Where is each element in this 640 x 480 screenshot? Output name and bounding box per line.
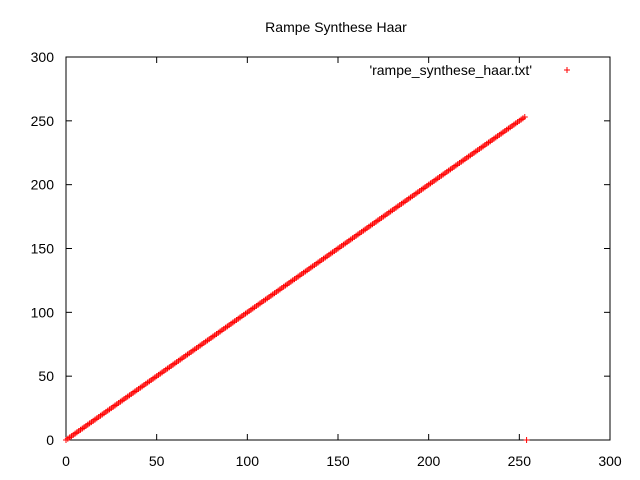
y-tick-label: 150 bbox=[31, 241, 55, 257]
data-point bbox=[521, 114, 528, 121]
x-tick-label: 300 bbox=[598, 453, 622, 469]
y-axis: 0 50 100 150 200 250 300 bbox=[31, 49, 610, 448]
legend-label: 'rampe_synthese_haar.txt' bbox=[369, 62, 532, 78]
y-tick-label: 100 bbox=[31, 304, 55, 320]
y-tick-label: 0 bbox=[46, 432, 54, 448]
x-tick-label: 50 bbox=[149, 453, 165, 469]
legend: 'rampe_synthese_haar.txt' bbox=[369, 62, 570, 78]
x-axis: 0 50 100 150 200 250 300 bbox=[62, 57, 622, 469]
x-tick-label: 150 bbox=[326, 453, 350, 469]
y-tick-label: 50 bbox=[38, 368, 54, 384]
x-tick-label: 0 bbox=[62, 453, 70, 469]
y-tick-label: 300 bbox=[31, 49, 55, 65]
data-point bbox=[523, 437, 530, 443]
data-series bbox=[63, 114, 530, 443]
y-tick-label: 250 bbox=[31, 113, 55, 129]
y-tick-label: 200 bbox=[31, 177, 55, 193]
chart-title: Rampe Synthese Haar bbox=[265, 19, 407, 35]
x-tick-label: 200 bbox=[417, 453, 441, 469]
x-tick-label: 250 bbox=[508, 453, 532, 469]
legend-marker bbox=[564, 67, 570, 73]
x-tick-label: 100 bbox=[236, 453, 260, 469]
